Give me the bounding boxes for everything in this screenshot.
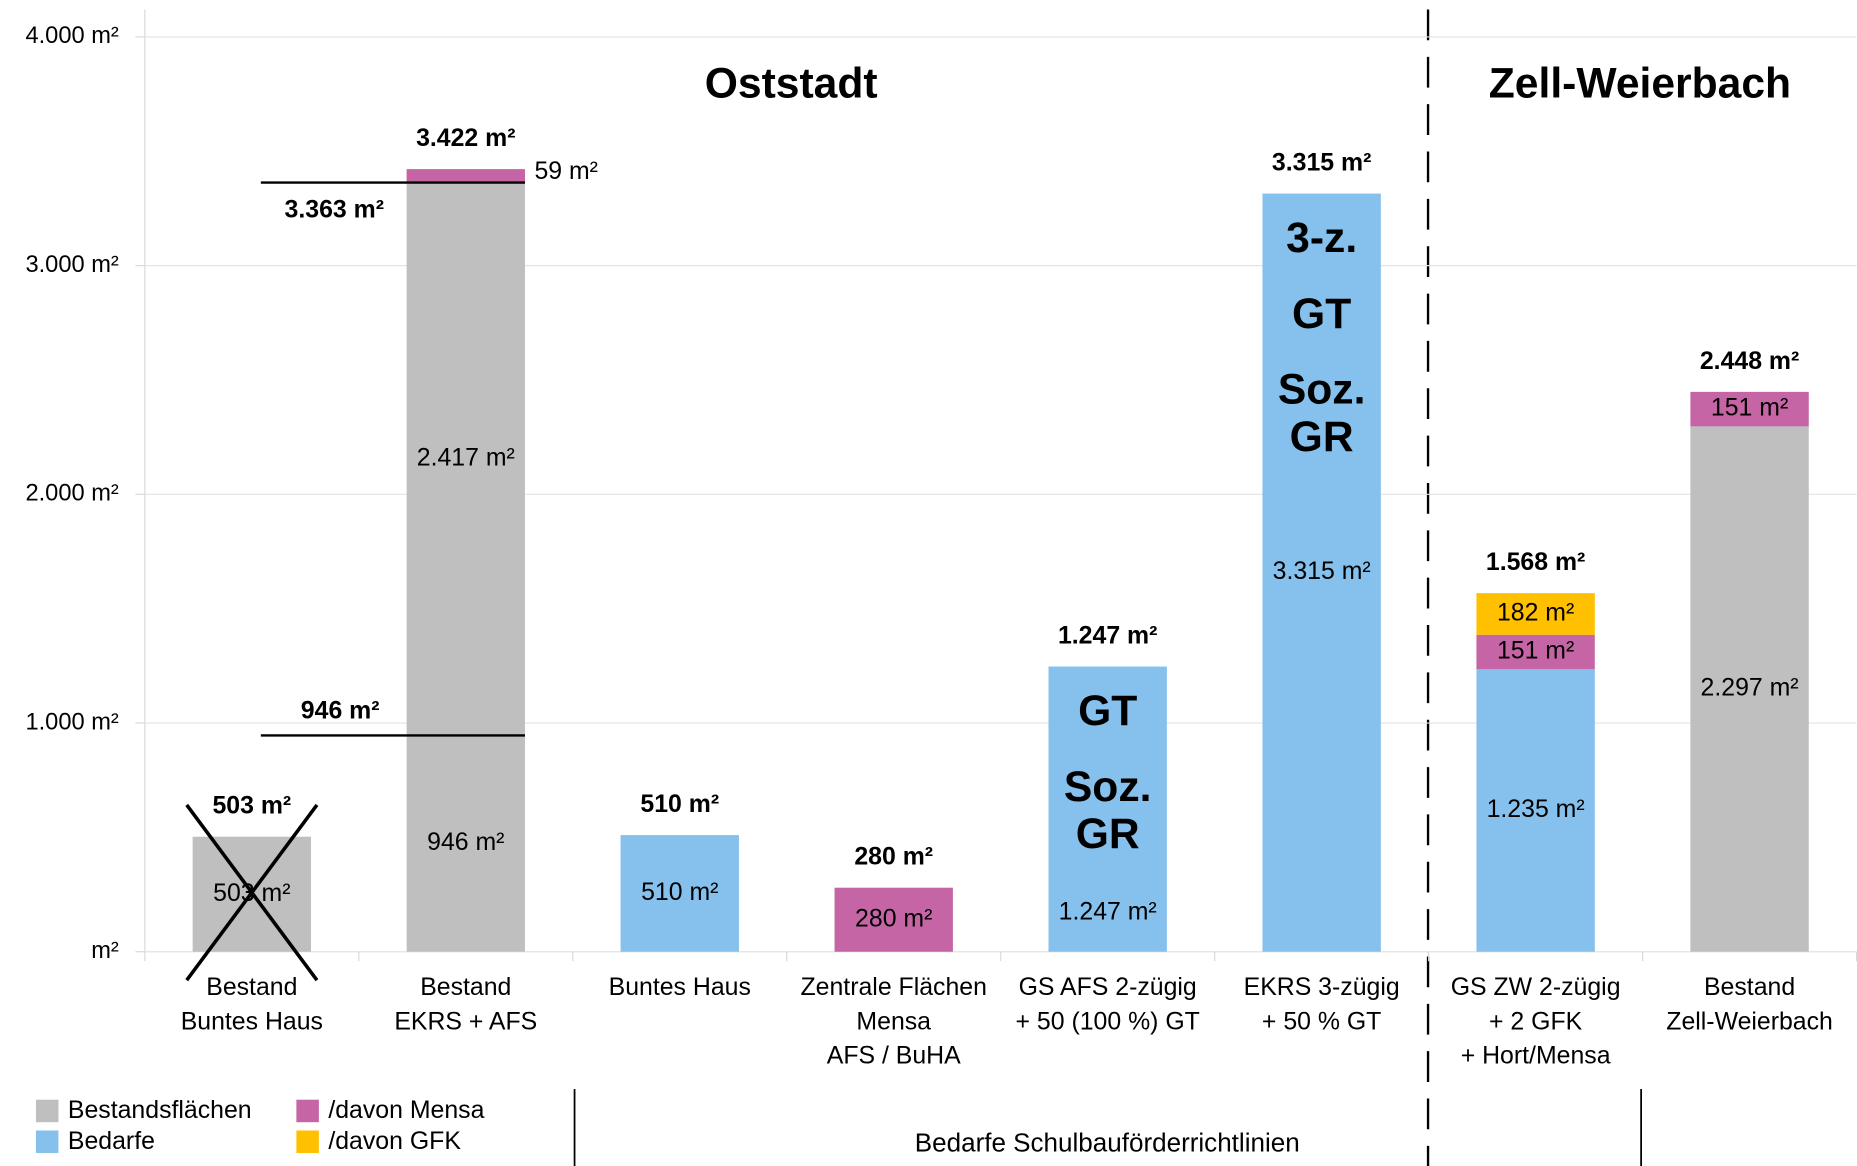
bar-segment — [1476, 634, 1595, 670]
legend-label: Bedarfe — [68, 1128, 155, 1155]
value-label: 946 m² — [427, 829, 504, 856]
y-tick-label: 3.000 m² — [25, 252, 118, 278]
bar-segment — [406, 182, 525, 736]
bar-segment — [1690, 426, 1809, 952]
y-tick-label: 4.000 m² — [25, 23, 118, 49]
value-label: 151 m² — [1711, 395, 1788, 422]
region-title: Zell-Weierbach — [1489, 60, 1791, 108]
total-label: 503 m² — [212, 793, 291, 820]
x-tick-label: + Hort/Mensa — [1461, 1043, 1611, 1070]
group-label: Bedarfe Schulbauförderrichtlinien — [915, 1128, 1300, 1158]
x-tick-label: Buntes Haus — [609, 974, 751, 1001]
x-tick-label: Zell-Weierbach — [1666, 1008, 1833, 1035]
x-tick-label: GS ZW 2-zügig — [1451, 974, 1621, 1001]
value-label: 59 m² — [534, 158, 598, 185]
x-tick-label: Buntes Haus — [181, 1008, 323, 1035]
legend-swatch — [35, 1130, 59, 1153]
value-label: 280 m² — [855, 905, 932, 932]
total-label: 280 m² — [854, 844, 933, 871]
bar-segment — [406, 169, 525, 183]
bar-text: Soz. — [1278, 366, 1366, 414]
x-tick-label: AFS / BuHA — [827, 1043, 961, 1070]
legend-label: /davon Mensa — [328, 1097, 484, 1124]
legend-swatch — [296, 1099, 319, 1123]
value-label: 2.417 m² — [417, 445, 515, 472]
bar-segment — [406, 735, 525, 952]
bar-segment — [1476, 669, 1595, 952]
total-label: 2.448 m² — [1700, 348, 1799, 375]
x-tick-label: GS AFS 2-zügig — [1019, 974, 1197, 1001]
total-label: 3.422 m² — [416, 125, 515, 152]
legend-swatch — [35, 1099, 59, 1123]
bar-segment — [834, 887, 953, 952]
x-tick-label: Bestand — [420, 974, 511, 1001]
legend-label: /davon GFK — [328, 1128, 461, 1155]
bar-segment — [1476, 593, 1595, 635]
cross — [185, 803, 319, 982]
bar-segment — [1262, 193, 1381, 952]
x-tick-label: + 2 GFK — [1489, 1008, 1583, 1035]
x-tick-label: + 50 (100 %) GT — [1016, 1008, 1200, 1035]
y-tick-label: m² — [91, 938, 119, 964]
x-tick-label: EKRS 3-zügig — [1244, 974, 1400, 1001]
legend-swatch — [296, 1130, 319, 1153]
reference-label: 946 m² — [301, 697, 380, 724]
total-label: 3.315 m² — [1272, 150, 1371, 177]
value-label: 1.247 m² — [1059, 898, 1157, 925]
y-tick-label: 1.000 m² — [25, 709, 118, 735]
bar-segment — [1690, 391, 1809, 427]
region-title: Oststadt — [705, 60, 878, 108]
total-label: 1.568 m² — [1486, 549, 1585, 576]
legend-label: Bestandsflächen — [68, 1097, 252, 1124]
total-label: 510 m² — [640, 791, 719, 818]
x-tick-label: Zentrale Flächen — [801, 974, 987, 1001]
x-tick-label: EKRS + AFS — [394, 1008, 537, 1035]
bar-segment — [1048, 666, 1167, 952]
y-tick-label: 2.000 m² — [25, 481, 118, 507]
bar-text: GR — [1290, 413, 1354, 461]
bar-text: GR — [1076, 810, 1140, 858]
reference-label: 3.363 m² — [285, 197, 384, 224]
x-tick-label: + 50 % GT — [1262, 1008, 1381, 1035]
value-label: 2.297 m² — [1701, 675, 1799, 702]
x-tick-label: Bestand — [206, 974, 297, 1001]
value-label: 1.235 m² — [1487, 796, 1585, 823]
total-label: 1.247 m² — [1058, 623, 1157, 650]
bar-text: GT — [1078, 687, 1137, 735]
value-label: 182 m² — [1497, 600, 1574, 627]
value-label: 510 m² — [641, 879, 718, 906]
value-label: 151 m² — [1497, 638, 1574, 665]
bar-segment — [620, 835, 739, 952]
bar-text: Soz. — [1064, 763, 1152, 811]
x-tick-label: Bestand — [1704, 974, 1795, 1001]
bar-text: 3-z. — [1286, 214, 1357, 262]
bar-text: GT — [1292, 290, 1351, 338]
x-tick-label: Mensa — [856, 1008, 931, 1035]
value-label: 3.315 m² — [1273, 558, 1371, 585]
